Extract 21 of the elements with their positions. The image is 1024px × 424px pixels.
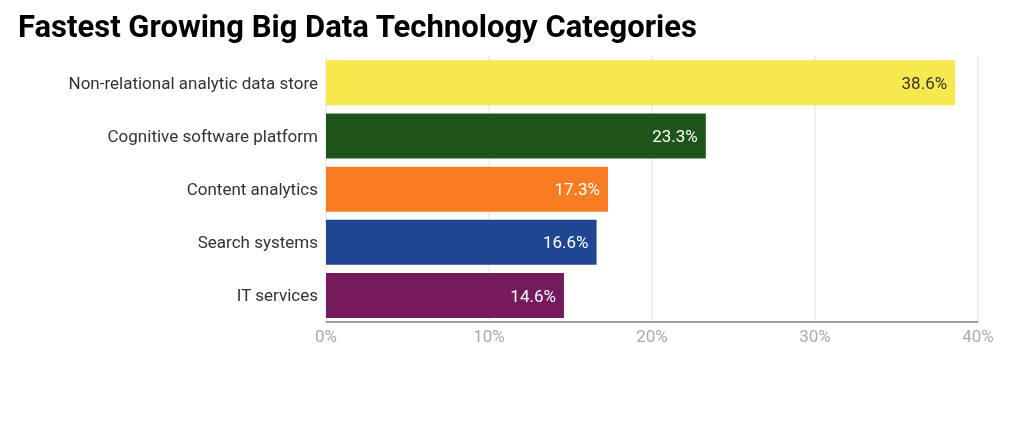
y-tick-label: Cognitive software platform (107, 125, 318, 146)
bar (326, 60, 956, 106)
x-tick-label: 20% (636, 326, 668, 347)
y-tick-label: Non-relational analytic data store (68, 72, 318, 93)
data-label: 17.3% (554, 179, 600, 200)
data-label: 23.3% (652, 125, 698, 146)
bar (326, 113, 706, 159)
y-tick-label: Search systems (197, 232, 318, 253)
y-tick-label: IT services (236, 285, 318, 306)
chart-title: Fastest Growing Big Data Technology Categories (18, 8, 698, 47)
x-tick-label: 10% (473, 326, 505, 347)
x-tick-label: 40% (962, 326, 994, 347)
x-tick-label: 30% (799, 326, 831, 347)
bar (326, 273, 564, 319)
x-tick-label: 0% (314, 326, 338, 347)
bar (326, 166, 608, 212)
data-label: 38.6% (901, 72, 948, 93)
data-label: 14.6% (510, 285, 556, 306)
data-label: 16.6% (542, 232, 589, 253)
bar (326, 219, 597, 265)
y-tick-label: Content analytics (186, 179, 318, 200)
